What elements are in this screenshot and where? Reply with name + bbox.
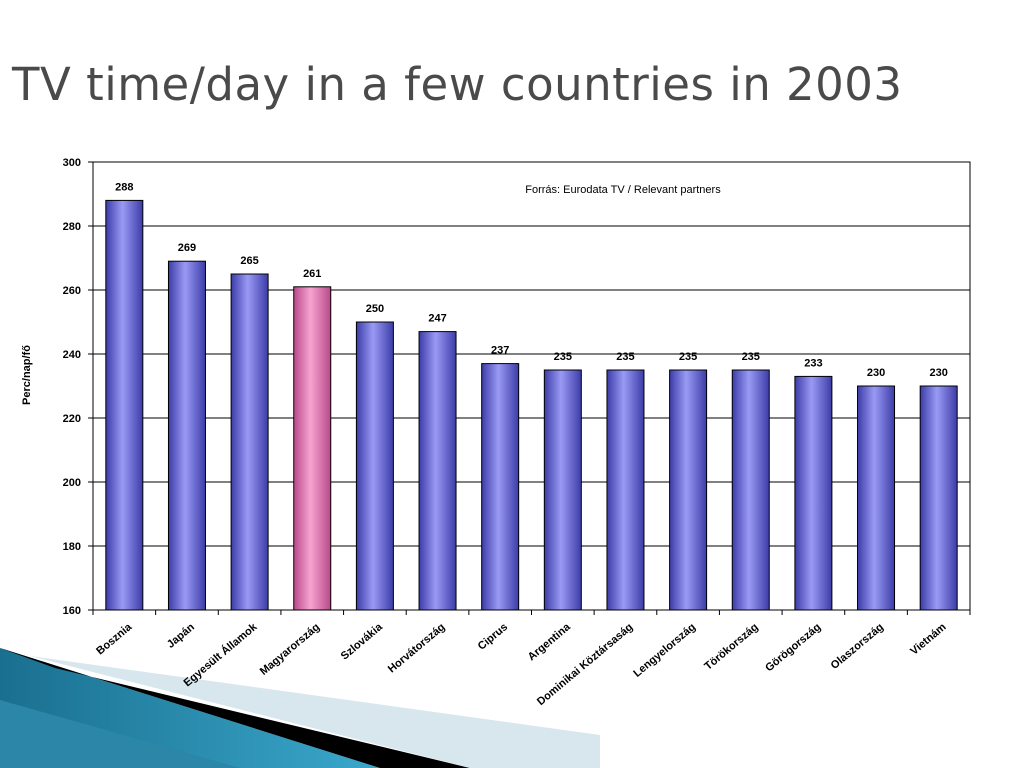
value-label: 235: [554, 351, 572, 363]
bar-lengyelország: [669, 369, 708, 611]
x-tick-label: Argentina: [526, 621, 574, 664]
y-tick-label: 160: [63, 605, 81, 617]
decorative-corner: [0, 648, 600, 768]
bar-bosznia: [105, 199, 144, 611]
y-tick-label: 260: [63, 285, 81, 297]
x-tick-label: Törökország: [702, 621, 760, 673]
y-tick-label: 200: [63, 477, 81, 489]
bar-olaszország: [857, 385, 896, 611]
x-tick-label: Horvátország: [386, 621, 448, 675]
bar-vietnám: [919, 385, 958, 611]
value-label: 269: [178, 242, 196, 254]
plot-frame: [92, 161, 971, 611]
bar-horvátország: [418, 331, 457, 611]
value-label: 288: [115, 181, 133, 193]
bar-magyarország: [293, 286, 332, 611]
x-tick-label: Magyarország: [258, 621, 322, 678]
bar-argentina: [543, 369, 582, 611]
y-tick-label: 300: [63, 157, 81, 169]
y-tick-label: 220: [63, 413, 81, 425]
bar-szlovákia: [355, 321, 394, 611]
value-label: 237: [491, 345, 509, 357]
bar-japán: [167, 260, 206, 611]
value-label: 250: [366, 303, 384, 315]
y-tick-label: 180: [63, 541, 81, 553]
value-label: 230: [867, 367, 885, 379]
x-tick-label: Ciprus: [476, 621, 510, 653]
y-axis-label: Perc/nap/fő: [21, 345, 33, 405]
bar-ciprus: [481, 363, 520, 611]
x-tick-label: Szlovákia: [339, 621, 386, 663]
bars: [105, 199, 958, 611]
plot-area: [92, 161, 971, 611]
x-tick-label: Görögország: [763, 621, 823, 674]
value-label: 247: [428, 313, 446, 325]
x-tick-label: Vietnám: [908, 621, 949, 658]
value-label: 235: [679, 351, 697, 363]
value-label: 233: [804, 357, 822, 369]
value-label: 235: [742, 351, 760, 363]
slide-title: TV time/day in a few countries in 2003: [12, 58, 903, 111]
source-annotation: Forrás: Eurodata TV / Relevant partners: [525, 184, 721, 196]
value-label: 230: [929, 367, 947, 379]
y-axis: 160 180 200 220 240 260 280 300: [63, 157, 94, 617]
value-label: 261: [303, 268, 321, 280]
x-tick-label: Bosznia: [94, 621, 135, 658]
bar-dominikai-köztársaság: [606, 369, 645, 611]
y-tick-label: 280: [63, 221, 81, 233]
bar-egyesült-államok: [230, 273, 269, 611]
value-label: 235: [616, 351, 634, 363]
x-tick-label: Lengyelország: [631, 621, 698, 680]
x-tick-label: Japán: [165, 621, 197, 651]
x-tick-label: Olaszország: [829, 621, 886, 672]
y-tick-label: 240: [63, 349, 81, 361]
bar-görögország: [794, 375, 833, 611]
bar-törökország: [731, 369, 770, 611]
value-labels: 288 269 265 261 250 247 237 235 235 235 235 233 230 2…: [115, 181, 948, 379]
value-label: 265: [240, 255, 258, 267]
